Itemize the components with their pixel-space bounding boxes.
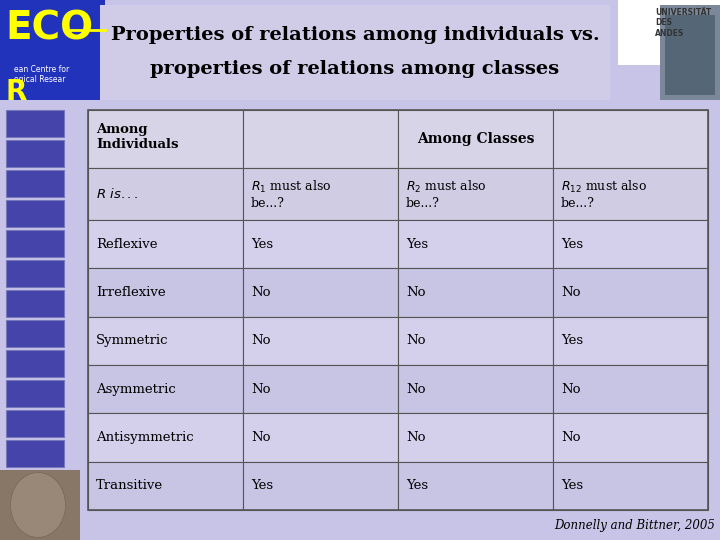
Bar xyxy=(243,110,398,168)
Bar xyxy=(553,268,708,316)
Text: Irreflexive: Irreflexive xyxy=(96,286,166,299)
Bar xyxy=(398,220,553,268)
FancyBboxPatch shape xyxy=(100,5,610,100)
Bar xyxy=(398,110,553,168)
Bar xyxy=(553,462,708,510)
Text: Donnelly and Bittner, 2005: Donnelly and Bittner, 2005 xyxy=(554,519,715,532)
Bar xyxy=(243,220,398,268)
Bar xyxy=(88,110,708,510)
FancyBboxPatch shape xyxy=(6,500,64,527)
Text: Yes: Yes xyxy=(251,480,273,492)
Bar xyxy=(553,220,708,268)
Bar xyxy=(0,470,80,540)
Text: No: No xyxy=(251,431,271,444)
FancyBboxPatch shape xyxy=(6,140,64,167)
Text: No: No xyxy=(561,286,580,299)
Text: Antisymmetric: Antisymmetric xyxy=(96,431,194,444)
Bar xyxy=(618,0,720,65)
FancyBboxPatch shape xyxy=(6,320,64,347)
Text: Transitive: Transitive xyxy=(96,480,163,492)
Text: Yes: Yes xyxy=(406,238,428,251)
Bar xyxy=(398,365,553,413)
Text: No: No xyxy=(406,431,426,444)
Text: UNIVERSITÄT
DES
ANDES: UNIVERSITÄT DES ANDES xyxy=(655,8,711,38)
Text: No: No xyxy=(561,383,580,396)
Text: No: No xyxy=(406,286,426,299)
Bar xyxy=(88,316,243,365)
Text: $R_2$ must also
be...?: $R_2$ must also be...? xyxy=(406,178,487,210)
Bar xyxy=(398,462,553,510)
Bar xyxy=(398,413,553,462)
Bar xyxy=(243,413,398,462)
Text: Reflexive: Reflexive xyxy=(96,238,158,251)
Text: ean Centre for
ogical Resear: ean Centre for ogical Resear xyxy=(14,65,69,84)
FancyBboxPatch shape xyxy=(6,380,64,407)
FancyBboxPatch shape xyxy=(6,290,64,317)
Bar xyxy=(88,462,243,510)
FancyBboxPatch shape xyxy=(6,260,64,287)
Bar xyxy=(243,168,398,220)
Text: No: No xyxy=(251,334,271,347)
Text: Among
Individuals: Among Individuals xyxy=(96,123,179,151)
Text: No: No xyxy=(251,286,271,299)
Ellipse shape xyxy=(11,472,66,537)
Bar xyxy=(398,316,553,365)
Bar xyxy=(243,268,398,316)
Text: $R_{12}$ must also
be...?: $R_{12}$ must also be...? xyxy=(561,178,647,210)
Text: Yes: Yes xyxy=(561,334,583,347)
Text: Symmetric: Symmetric xyxy=(96,334,168,347)
FancyBboxPatch shape xyxy=(6,170,64,197)
Bar xyxy=(553,110,708,168)
Bar xyxy=(88,220,243,268)
Bar xyxy=(88,365,243,413)
Text: No: No xyxy=(561,431,580,444)
Text: $R$ $is...$: $R$ $is...$ xyxy=(96,187,138,201)
Bar xyxy=(553,316,708,365)
Text: Among Classes: Among Classes xyxy=(417,132,534,146)
Bar xyxy=(243,462,398,510)
Bar xyxy=(398,268,553,316)
Text: Properties of relations among individuals vs.: Properties of relations among individual… xyxy=(111,26,599,44)
Text: No: No xyxy=(406,334,426,347)
Bar xyxy=(88,413,243,462)
Text: ECO: ECO xyxy=(5,10,93,48)
FancyBboxPatch shape xyxy=(6,110,64,137)
Text: R: R xyxy=(5,78,27,106)
Text: Yes: Yes xyxy=(561,480,583,492)
Bar xyxy=(243,365,398,413)
Text: No: No xyxy=(406,383,426,396)
Bar xyxy=(0,0,105,100)
Text: properties of relations among classes: properties of relations among classes xyxy=(150,60,559,78)
FancyBboxPatch shape xyxy=(6,440,64,467)
Text: Yes: Yes xyxy=(561,238,583,251)
FancyBboxPatch shape xyxy=(6,410,64,437)
Bar xyxy=(553,413,708,462)
FancyBboxPatch shape xyxy=(6,470,64,497)
FancyBboxPatch shape xyxy=(6,230,64,257)
Bar xyxy=(553,168,708,220)
Text: Asymmetric: Asymmetric xyxy=(96,383,176,396)
Bar xyxy=(660,5,720,100)
Bar xyxy=(88,110,243,168)
Bar xyxy=(665,15,715,95)
Text: Yes: Yes xyxy=(406,480,428,492)
Bar xyxy=(243,316,398,365)
Text: $R_1$ must also
be...?: $R_1$ must also be...? xyxy=(251,178,332,210)
Bar xyxy=(88,168,243,220)
FancyBboxPatch shape xyxy=(6,350,64,377)
Text: No: No xyxy=(251,383,271,396)
FancyBboxPatch shape xyxy=(6,200,64,227)
Text: Yes: Yes xyxy=(251,238,273,251)
Bar xyxy=(553,365,708,413)
Bar xyxy=(88,268,243,316)
Bar xyxy=(398,168,553,220)
